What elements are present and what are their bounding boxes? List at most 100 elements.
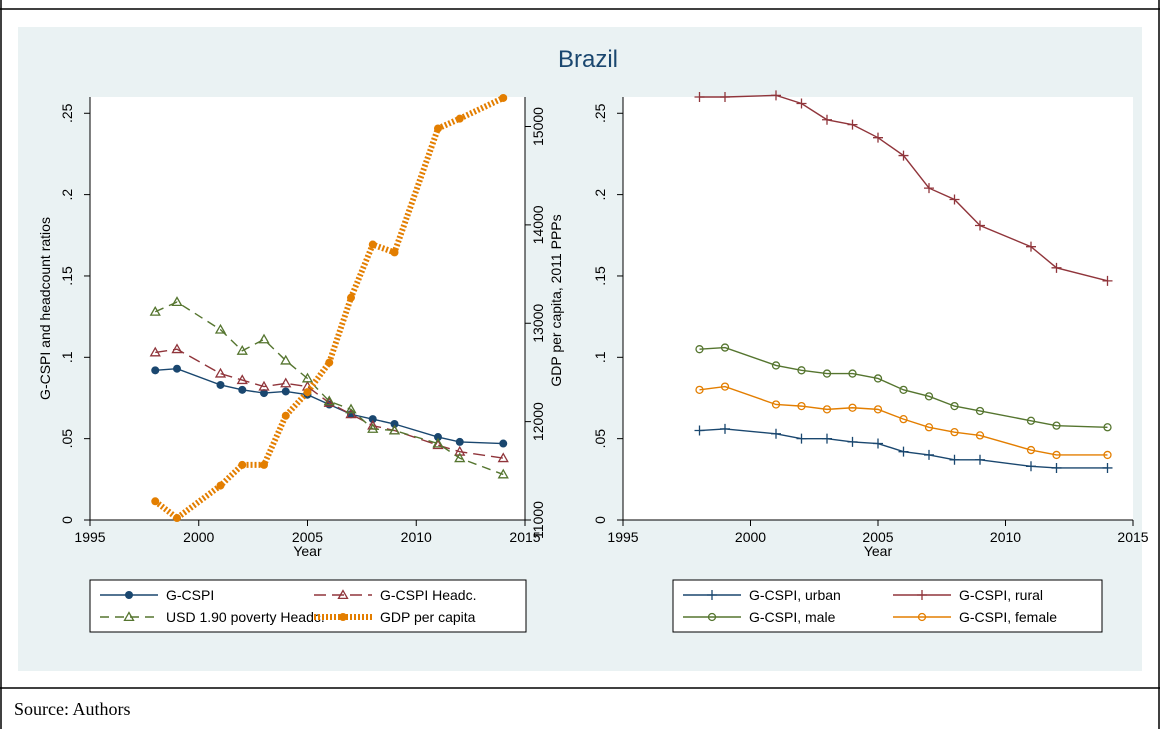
data-point [1103,423,1112,432]
legend: G-CSPI G-CSPI Headc. USD 1.90 poverty Head… [89,579,527,633]
data-point [1026,461,1036,472]
data-point [1051,262,1062,273]
data-point [1026,445,1036,455]
data-point [388,424,401,435]
data-point [281,387,290,396]
y2-tick-label: 14000 [530,205,546,244]
legend-marker [917,590,927,600]
data-point [847,436,858,447]
data-point [149,305,161,316]
data-point [898,150,909,161]
data-point [1026,416,1036,425]
data-point [323,397,335,407]
data-point [434,433,442,442]
data-point [1052,421,1061,430]
x-tick-label: 2005 [292,529,323,545]
data-point [454,445,466,456]
y-tick-label: .15 [59,266,75,286]
legend-label: USD 1.90 poverty Headc. [166,609,325,625]
legend-label: G-CSPI, male [749,609,836,625]
legend-label: G-CSPI, rural [959,587,1043,603]
data-point [771,361,781,370]
series-line-2 [699,346,1108,428]
chart-title: Brazil [558,46,618,73]
data-point [258,333,270,344]
data-point [345,403,357,414]
data-point [497,452,509,463]
data-point [1026,241,1036,252]
data-point [873,438,883,449]
source-note: Source: Authors [14,699,131,719]
data-point [720,343,730,352]
data-point [238,460,247,469]
data-point [238,385,247,394]
y-tick-label: .25 [592,103,608,123]
data-point [260,460,268,469]
data-point [720,423,730,434]
data-point [822,433,832,444]
data-point [771,400,781,409]
data-point [390,420,399,429]
data-point [975,454,985,465]
data-point [499,439,508,448]
data-point [899,414,908,424]
data-point [950,401,959,411]
data-point [368,240,377,249]
x-tick-label: 2010 [401,529,432,545]
legend-marker [707,590,717,600]
y-tick-label: .25 [59,103,75,123]
data-point [260,389,268,398]
data-point [281,411,290,420]
data-point [151,366,160,375]
series-line-1 [699,94,1108,282]
data-point [924,183,934,194]
legend-label: G-CSPI, urban [749,587,841,603]
data-point [848,403,857,412]
y-tick-label: 0 [59,516,75,524]
x-tick-label: 2015 [509,529,540,545]
data-point [950,427,959,437]
y-tick-label: 0 [592,516,608,524]
y2-axis-label: GDP per capita, 2011 PPPs [548,214,564,386]
data-point [434,124,442,133]
legend-marker [125,591,133,599]
data-point [280,377,292,388]
data-point [899,385,908,394]
y-tick-label: .1 [59,351,75,363]
x-axis-label: Year [293,543,322,559]
y-tick-label: .05 [592,429,608,449]
data-point [455,437,464,446]
data-point [301,372,314,383]
y-tick-label: .1 [592,351,608,363]
data-point [1103,450,1112,460]
data-point [367,423,379,433]
legend-label: G-CSPI, female [959,609,1057,625]
x-tick-label: 1995 [607,529,638,545]
legend-marker [917,612,927,622]
data-point [797,366,806,375]
data-point [771,428,781,439]
data-point [975,431,985,440]
data-point [151,497,160,506]
legend-label: G-CSPI [166,587,214,603]
data-point [924,392,934,401]
y-tick-label: .15 [592,266,608,286]
legend-label: GDP per capita [380,609,476,625]
data-point [345,408,357,419]
x-tick-label: 2000 [735,529,766,545]
data-point [695,345,704,354]
x-tick-label: 2015 [1117,529,1148,545]
data-point [171,296,183,307]
legend-marker [123,611,135,622]
data-point [214,323,227,334]
left-chart: 0 .05 .1 .15 .2 .25 1995 2000 2005 2010 2015 Year G-… [37,93,564,633]
data-point [847,119,858,130]
y2-tick-label: 15000 [530,107,546,146]
data-point [822,369,832,378]
series-line-3 [699,385,1108,456]
data-point [1051,462,1062,473]
data-point [1052,450,1061,460]
data-point [694,425,705,436]
